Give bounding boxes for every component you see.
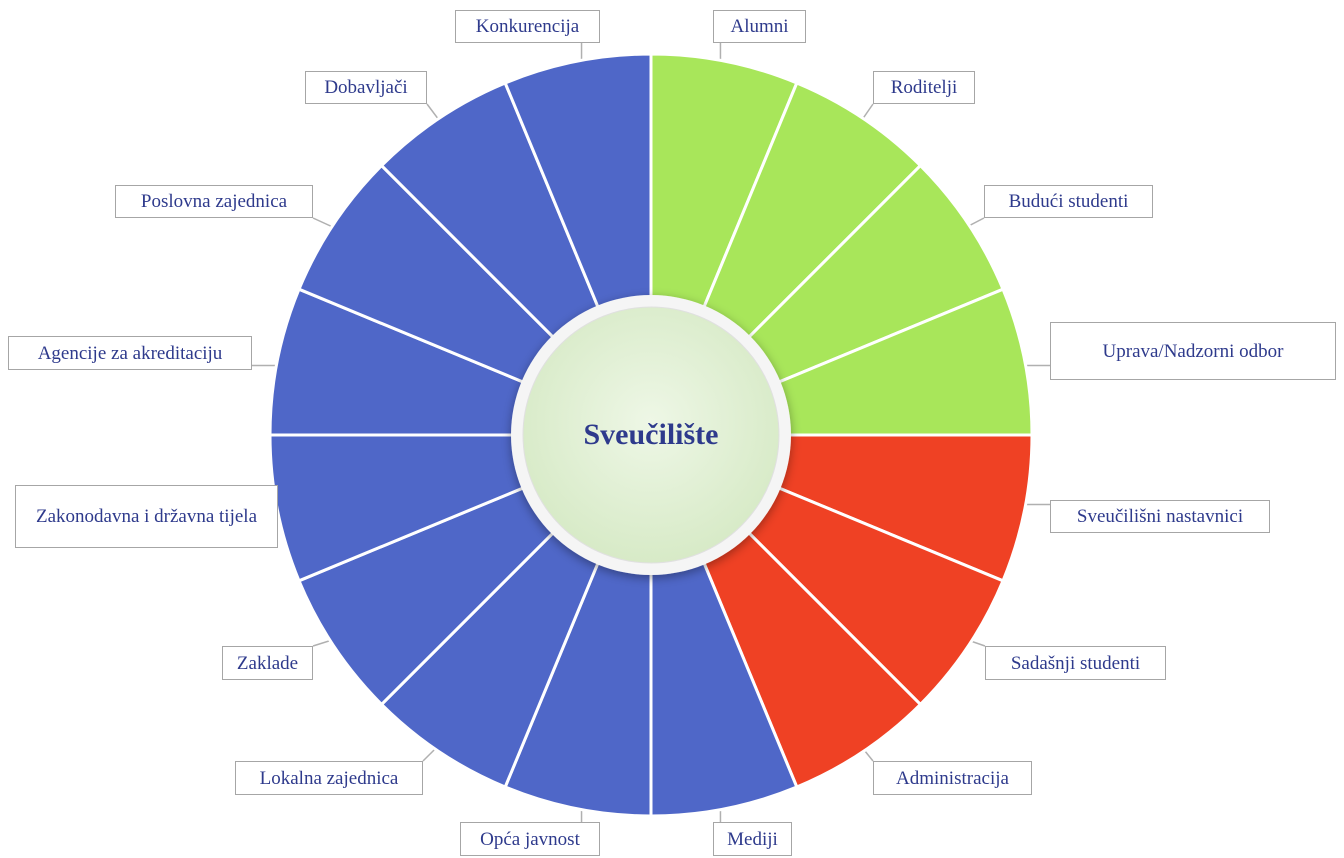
- segment-label: Alumni: [713, 10, 806, 43]
- segment-label: Poslovna zajednica: [115, 185, 313, 218]
- segment-label: Budući studenti: [984, 185, 1153, 218]
- segment-label: Administracija: [873, 761, 1032, 795]
- segment-label: Sadašnji studenti: [985, 646, 1166, 680]
- segment-label: Sveučilišni nastavnici: [1050, 500, 1270, 533]
- center-label: Sveučilište: [583, 418, 719, 451]
- hub: [522, 306, 780, 564]
- segment-label: Uprava/Nadzorni odbor: [1050, 322, 1336, 380]
- segment-label: Roditelji: [873, 71, 975, 104]
- segment-label: Opća javnost: [460, 822, 600, 856]
- segment-label: Zaklade: [222, 646, 313, 680]
- segment-label: Zakonodavna i državna tijela: [15, 485, 278, 548]
- segment-label: Dobavljači: [305, 71, 427, 104]
- segment-label: Mediji: [713, 822, 792, 856]
- segment-label: Konkurencija: [455, 10, 600, 43]
- segment-label: Lokalna zajednica: [235, 761, 423, 795]
- segment-label: Agencije za akreditaciju: [8, 336, 252, 370]
